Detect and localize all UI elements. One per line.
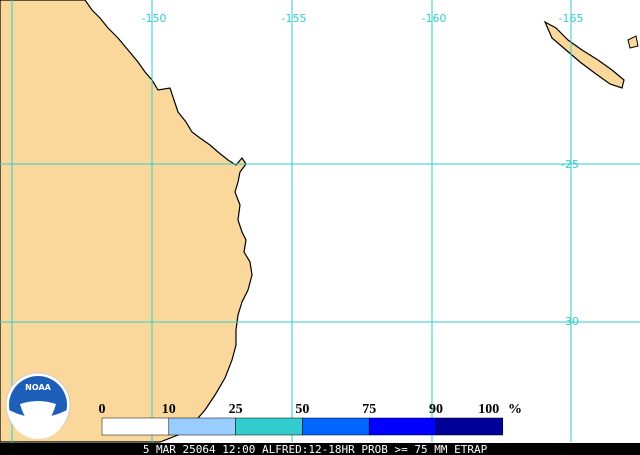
- lat-label: -30: [561, 315, 579, 328]
- graticule: [0, 0, 640, 442]
- legend-swatch: [168, 417, 236, 436]
- loyalty-island: [627, 35, 639, 49]
- legend-swatch: [368, 417, 437, 436]
- legend-unit: %: [508, 402, 522, 417]
- new-caledonia: [543, 20, 625, 89]
- legend: 0 10 25 50 75 90 100%: [99, 402, 522, 436]
- legend-label: 100: [478, 402, 499, 417]
- legend-label: 90: [429, 402, 443, 417]
- legend-swatch: [302, 417, 370, 436]
- legend-label: 25: [229, 402, 243, 417]
- logo-text: NOAA: [25, 383, 51, 392]
- legend-label: 10: [162, 402, 176, 417]
- legend-swatch: [101, 417, 170, 436]
- legend-swatch: [235, 417, 303, 436]
- australia-land: [0, 0, 253, 443]
- lon-label: -150: [142, 12, 167, 25]
- caption-bar: [0, 443, 640, 455]
- legend-swatch: [435, 417, 504, 436]
- legend-label: 50: [295, 402, 309, 417]
- lon-label: -165: [559, 12, 584, 25]
- legend-label: 0: [99, 402, 106, 417]
- lon-label: -155: [282, 12, 307, 25]
- caption: 5 MAR 25064 12:00 ALFRED:12-18HR PROB >=…: [143, 443, 488, 455]
- legend-label: 75: [362, 402, 376, 417]
- lon-label: -160: [422, 12, 447, 25]
- lat-label: -25: [561, 158, 579, 171]
- noaa-logo: NOAA: [5, 372, 71, 439]
